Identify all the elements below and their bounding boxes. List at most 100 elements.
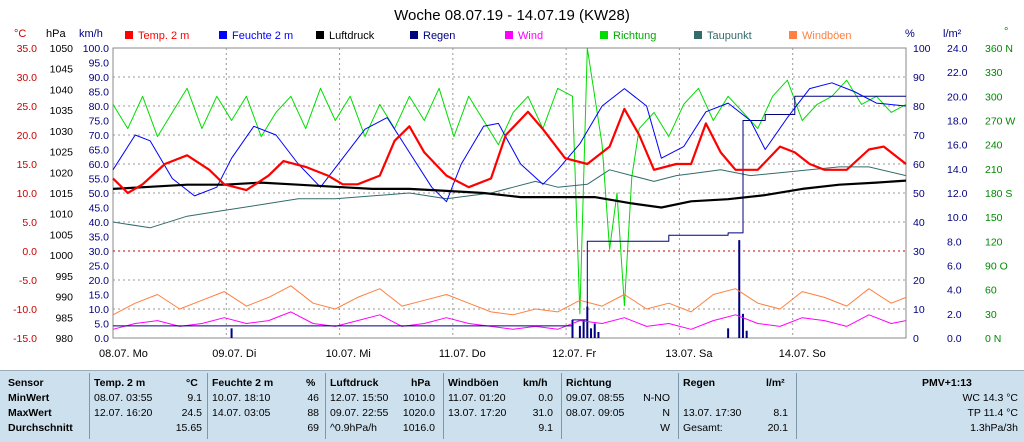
header-pressure-unit: hPa: [411, 377, 431, 389]
rain-tick: 6.0: [947, 261, 962, 273]
series-line-regen: [113, 95, 906, 327]
legend-label: Luftdruck: [329, 30, 375, 42]
legend-swatch: [316, 31, 324, 39]
legend-swatch: [600, 31, 608, 39]
wind-tick: 35.0: [89, 232, 110, 244]
direction-tick: 270 W: [985, 116, 1015, 128]
day-label: 11.07. Do: [439, 348, 486, 360]
wind-tick: 25.0: [89, 261, 110, 273]
humidity-tick: 100: [913, 43, 931, 55]
humidity-tick: 30: [913, 246, 925, 258]
weather-chart: Woche 08.07.19 - 14.07.19 (KW28) Temp. 2…: [13, 7, 1015, 360]
rain-tick: 10.0: [947, 212, 968, 224]
stat-dir-t: 08.07. 09:05: [566, 407, 625, 419]
direction-tick: 180 S: [985, 188, 1012, 200]
series-line-windb-en: [112, 285, 907, 316]
stat-rain-v: 20.1: [767, 422, 788, 434]
humidity-tick: 50: [913, 188, 925, 200]
stat-rain-t: 13.07. 17:30: [683, 407, 742, 419]
series-lines: [112, 47, 907, 330]
header-direction: Richtung: [566, 377, 612, 389]
direction-tick: 90 O: [985, 261, 1008, 273]
wind-tick: 50.0: [89, 188, 110, 200]
pressure-tick: 1005: [50, 229, 74, 241]
series-line-luftdruck: [112, 179, 907, 209]
header-humidity: Feuchte 2 m: [212, 377, 274, 389]
stat-temp-v: 24.5: [181, 407, 202, 419]
stat-rain-v: 8.1: [773, 407, 788, 419]
pressure-tick: 1050: [50, 43, 74, 55]
stat-gust-v: 0.0: [538, 392, 553, 404]
wind-tick: 65.0: [89, 145, 110, 157]
humidity-tick: 10: [913, 304, 925, 316]
series-line-taupunkt: [112, 166, 907, 229]
wind-tick: 85.0: [89, 87, 110, 99]
rain-bars: [230, 240, 748, 338]
stat-press-v: 1010.0: [402, 392, 435, 404]
humidity-unit: %: [905, 28, 915, 40]
temp-tick: 0.0: [22, 246, 37, 258]
series-line-temp-2-m: [112, 107, 907, 195]
temp-tick: 25.0: [17, 101, 38, 113]
wind-tick: 30.0: [89, 246, 110, 258]
legend-label: Wind: [518, 30, 543, 42]
rain-tick: 24.0: [947, 43, 968, 55]
pressure-tick: 1010: [50, 209, 74, 221]
direction-tick: 300: [985, 91, 1003, 103]
humidity-tick: 0: [913, 333, 919, 345]
direction-tick: 240: [985, 140, 1003, 152]
stat-hum-v: 69: [307, 422, 319, 434]
rain-bar: [582, 319, 585, 338]
pressure-tick: 980: [55, 333, 73, 345]
direction-tick: 150: [985, 212, 1003, 224]
pressure-tick: 1015: [50, 188, 74, 200]
header-pmv: PMV+1:13: [922, 377, 972, 389]
stat-temp-v: 15.65: [175, 422, 202, 434]
temp-tick: -5.0: [19, 275, 37, 287]
header-temp: Temp. 2 m: [94, 377, 146, 389]
humidity-tick: 70: [913, 130, 925, 142]
temp-tick: 5.0: [22, 217, 37, 229]
rain-tick: 22.0: [947, 67, 968, 79]
pressure-tick: 1035: [50, 105, 74, 117]
day-labels: 08.07. Mo 09.07. Di 10.07. Mi 11.07. Do 12.0…: [99, 348, 826, 360]
temp-tick: 35.0: [17, 43, 38, 55]
stat-temp-t: 12.07. 16:20: [94, 407, 153, 419]
wind-tick: 0.0: [94, 333, 109, 345]
humidity-tick: 20: [913, 275, 925, 287]
stat-hum-v: 88: [307, 407, 319, 419]
axis-ticks: 35.0 30.0 25.0 20.0 15.0 10.0 5.0 0.0 -5.0 -10.0 -…: [13, 43, 1015, 345]
rain-tick: 8.0: [947, 236, 962, 248]
wind-tick: 80.0: [89, 101, 110, 113]
pressure-tick: 985: [55, 312, 73, 324]
stat-pmv: WC 14.3 °C: [962, 392, 1018, 404]
temp-tick: 10.0: [17, 188, 38, 200]
rain-bar: [597, 331, 600, 338]
rain-tick: 4.0: [947, 285, 962, 297]
humidity-tick: 90: [913, 72, 925, 84]
stat-gust-t: 11.07. 01:20: [448, 392, 506, 404]
legend-swatch: [125, 31, 133, 39]
stat-dir-t: 09.07. 08:55: [566, 392, 625, 404]
legend-label: Windböen: [802, 30, 852, 42]
legend-label: Regen: [423, 30, 455, 42]
stat-temp-v: 9.1: [187, 392, 202, 404]
pressure-tick: 995: [55, 271, 73, 283]
rain-tick: 0.0: [947, 333, 962, 345]
legend-label: Feuchte 2 m: [232, 30, 293, 42]
direction-tick: 30: [985, 309, 997, 321]
header-humidity-unit: %: [306, 377, 316, 389]
pressure-tick: 1045: [50, 64, 74, 76]
legend-swatch: [410, 31, 418, 39]
wind-tick: 70.0: [89, 130, 110, 142]
rain-bar: [578, 325, 581, 338]
statistics-table: Sensor Temp. 2 m °C Feuchte 2 m % Luftdr…: [0, 370, 1024, 442]
stat-hum-v: 46: [307, 392, 319, 404]
humidity-tick: 60: [913, 159, 925, 171]
wind-tick: 100.0: [83, 43, 109, 55]
stat-gust-v: 9.1: [538, 422, 553, 434]
stat-press-t: 09.07. 22:55: [330, 407, 389, 419]
stat-dir-v: N-NO: [643, 392, 670, 404]
legend-label: Taupunkt: [707, 30, 752, 42]
